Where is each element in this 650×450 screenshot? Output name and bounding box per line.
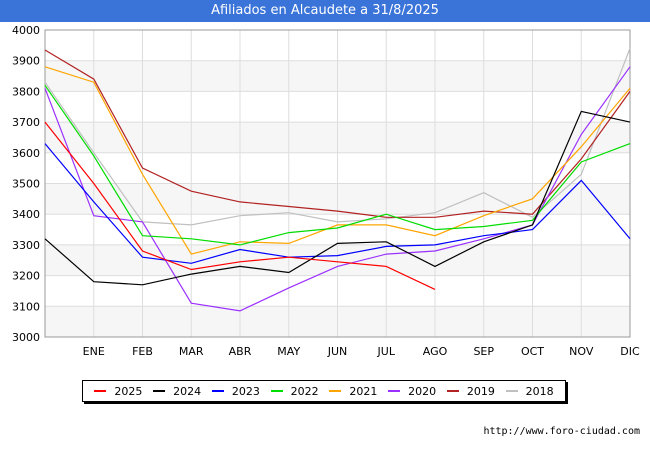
y-tick-label: 3600	[12, 147, 40, 160]
series-line-2025	[44, 121, 436, 290]
y-tick-label: 3300	[12, 239, 40, 252]
y-tick-label: 3700	[12, 116, 40, 129]
legend-label: 2020	[408, 384, 437, 398]
x-tick-label: ENE	[83, 345, 105, 358]
legend-swatch	[446, 390, 459, 392]
legend-label: 2022	[290, 384, 319, 398]
title-bar	[0, 0, 650, 22]
series-line-2019	[44, 49, 631, 218]
x-tick-label: JUL	[377, 345, 396, 358]
chart-title: Afiliados en Alcaudete a 31/8/2025	[211, 3, 439, 18]
legend-swatch	[388, 390, 401, 392]
x-tick-label: JUN	[327, 345, 348, 358]
legend-swatch	[211, 390, 224, 392]
y-tick-label: 3500	[12, 178, 40, 191]
legend-label: 2023	[231, 384, 260, 398]
y-tick-label: 4000	[12, 24, 40, 37]
legend-label: 2025	[114, 384, 143, 398]
legend: 2025 2024 2023 2022 2021 2020 2019 2018	[82, 380, 566, 402]
legend-swatch	[94, 390, 107, 392]
legend-item-2021: 2021	[329, 385, 377, 398]
x-tick-label: AGO	[423, 345, 448, 358]
legend-item-2025: 2025	[94, 385, 142, 398]
x-tick-label: OCT	[521, 345, 544, 358]
legend-swatch	[329, 390, 342, 392]
legend-label: 2021	[349, 384, 378, 398]
legend-item-2019: 2019	[446, 384, 495, 398]
x-tick-label: ABR	[229, 345, 252, 358]
series-line-2023	[44, 143, 631, 264]
y-tick-label: 3900	[12, 55, 40, 68]
legend-label: 2024	[173, 384, 202, 398]
legend-swatch	[270, 390, 283, 392]
x-tick-label: FEB	[132, 345, 153, 358]
legend-item-2024: 2024	[153, 385, 201, 398]
source-url[interactable]: http://www.foro-ciudad.com	[483, 426, 640, 437]
series-line-2024	[44, 110, 631, 286]
legend-label: 2018	[525, 384, 554, 398]
legend-item-2022: 2022	[270, 384, 319, 398]
legend-swatch	[153, 390, 166, 392]
series-line-2021	[44, 66, 631, 255]
legend-item-2018: 2018	[505, 384, 554, 398]
y-tick-label: 3000	[12, 331, 40, 344]
x-tick-label: NOV	[569, 345, 594, 358]
x-tick-label: MAR	[179, 345, 204, 358]
y-tick-label: 3400	[12, 208, 40, 221]
y-tick-label: 3800	[12, 85, 40, 98]
legend-label: 2019	[466, 384, 495, 398]
x-tick-label: SEP	[473, 345, 494, 358]
legend-swatch	[505, 390, 518, 392]
y-tick-label: 3200	[12, 270, 40, 283]
legend-item-2020: 2020	[388, 385, 436, 398]
series-line-2022	[44, 84, 631, 246]
plot-border	[44, 29, 631, 338]
x-tick-label: MAY	[277, 345, 300, 358]
x-tick-label: DIC	[620, 345, 640, 358]
legend-item-2023: 2023	[211, 384, 260, 398]
y-tick-label: 3100	[12, 300, 40, 313]
